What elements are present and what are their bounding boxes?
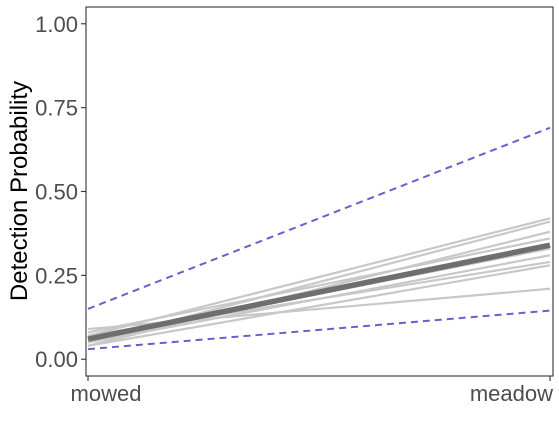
ci-bound-line	[87, 309, 551, 351]
y-tick-label: 0.50	[35, 180, 78, 205]
y-axis-ticks: 0.00 0.25 0.50 0.75 1.00	[35, 12, 86, 372]
y-tick-label: 0.00	[35, 347, 78, 372]
posterior-draw-line	[87, 264, 551, 347]
y-tick-label: 1.00	[35, 12, 78, 37]
mean-line	[87, 242, 551, 342]
y-axis-title: Detection Probability	[6, 81, 33, 301]
y-tick-label: 0.75	[35, 96, 78, 121]
panel-border	[85, 6, 554, 377]
posterior-draw-line	[87, 237, 551, 334]
x-axis-ticks: mowed meadow	[71, 376, 553, 406]
y-tick-label: 0.25	[35, 263, 78, 288]
x-tick-label: mowed	[71, 381, 142, 406]
ci-bound-line	[87, 126, 551, 310]
series-lines	[87, 126, 551, 351]
x-tick-label: meadow	[470, 381, 553, 406]
